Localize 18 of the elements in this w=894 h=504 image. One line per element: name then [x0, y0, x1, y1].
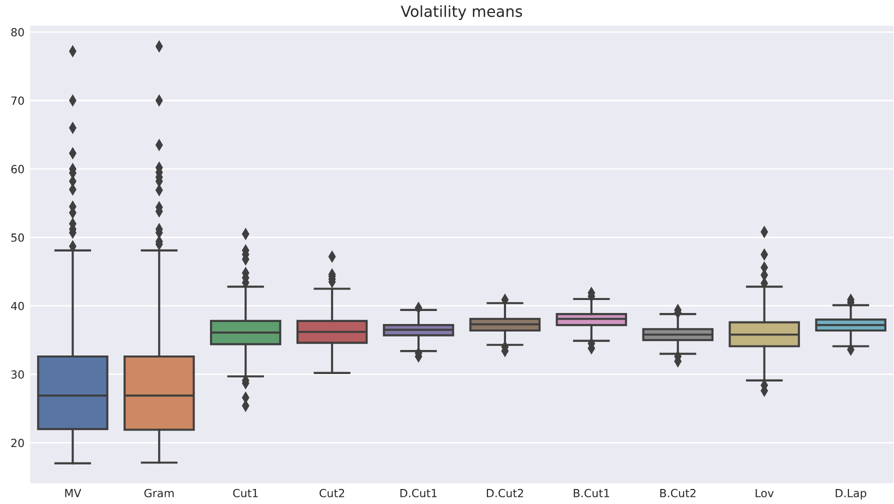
- y-tick-label: 20: [11, 438, 24, 448]
- x-tick-label: B.Cut2: [660, 488, 696, 498]
- x-tick-label: Cut1: [233, 488, 258, 498]
- x-tick-label: Lov: [756, 489, 774, 498]
- x-tick-label: MV: [65, 489, 82, 498]
- y-tick-label: 30: [11, 370, 24, 379]
- y-tick-label: 80: [11, 28, 24, 36]
- x-tick-label: D.Cut1: [400, 488, 437, 498]
- y-tick-label: 50: [11, 233, 24, 242]
- x-tick-label: B.Cut1: [574, 488, 610, 498]
- x-tick-label: Cut2: [320, 488, 344, 498]
- x-tick-label: D.Lap: [836, 489, 866, 500]
- y-tick-label: 60: [11, 164, 24, 174]
- x-tick-label: D.Cut2: [486, 488, 524, 498]
- y-tick-label: 40: [11, 302, 24, 310]
- x-tick-label: Gram: [144, 488, 174, 498]
- chart-title: Volatility means: [400, 5, 522, 20]
- y-tick-label: 70: [11, 96, 24, 105]
